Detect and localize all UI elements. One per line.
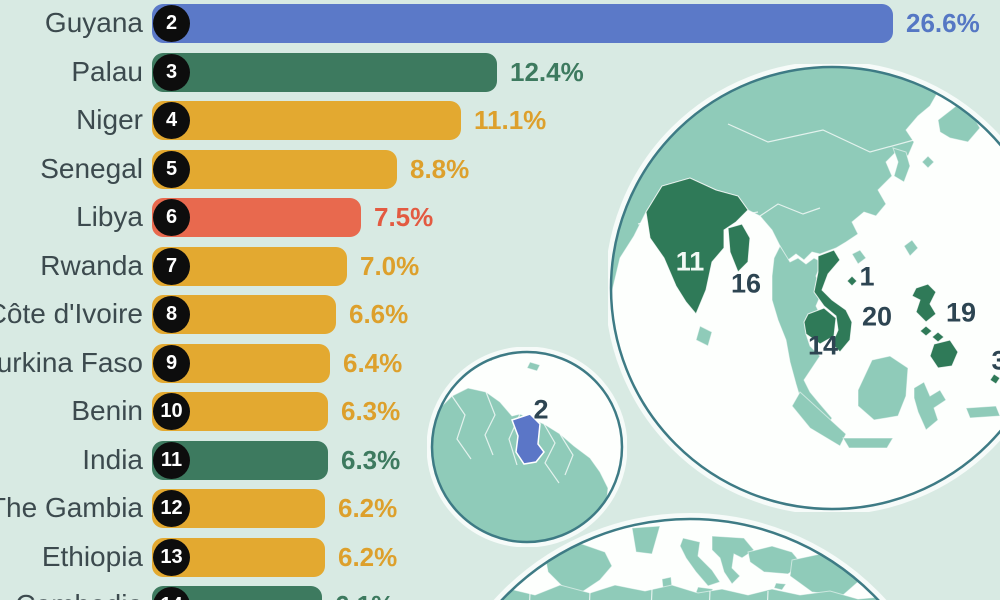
africa-europe-map-svg xyxy=(467,513,893,600)
philippines-mindanao xyxy=(929,339,959,369)
value-label: 6.2% xyxy=(338,542,398,572)
caribbean-island xyxy=(526,361,541,372)
rank-badge: 6 xyxy=(153,199,190,236)
country-label: Côte d'Ivoire xyxy=(0,298,143,329)
rank-badge: 2 xyxy=(153,5,190,42)
south-america-map-svg xyxy=(427,347,627,547)
rank-bar xyxy=(152,4,893,43)
rank-badge: 10 xyxy=(153,393,190,430)
country-border xyxy=(451,395,472,460)
india-highlight xyxy=(645,177,749,315)
asia-map-svg xyxy=(608,64,1000,512)
rank-badge: 12 xyxy=(153,490,190,527)
rank-badge: 14 xyxy=(153,587,190,600)
italy xyxy=(679,537,721,587)
vietnam-highlight xyxy=(813,249,853,353)
map-rank-number-south-america: 2 xyxy=(533,394,549,425)
map-inset-south-america xyxy=(427,347,627,547)
rank-bar xyxy=(152,101,461,140)
maluku-islands xyxy=(965,405,1000,419)
rank-badge: 7 xyxy=(153,248,190,285)
philippines-luzon xyxy=(911,283,937,323)
map-rank-number-asia: 3 xyxy=(991,345,1000,376)
country-label: Palau xyxy=(71,56,143,87)
japan-kyushu xyxy=(921,155,935,169)
value-label: 6.3% xyxy=(341,445,401,475)
map-rank-number-asia: 16 xyxy=(730,268,762,299)
circle-halo xyxy=(493,513,887,600)
map-rank-number-asia: 11 xyxy=(675,246,705,277)
country-label: Benin xyxy=(71,395,143,426)
circle-border xyxy=(430,350,624,544)
map-rank-number-asia: 20 xyxy=(861,301,893,332)
sulawesi-island xyxy=(913,381,947,431)
country-border xyxy=(484,391,496,456)
rank-badge: 8 xyxy=(153,296,190,333)
map-rank-number-asia: 14 xyxy=(807,330,839,361)
country-border xyxy=(543,423,560,484)
taiwan-island xyxy=(903,239,919,257)
country-label: Guyana xyxy=(44,7,143,38)
country-label: Burkina Faso xyxy=(0,347,143,378)
value-label: 6.3% xyxy=(341,396,401,426)
circle-border xyxy=(609,65,1000,511)
rank-badge: 4 xyxy=(153,102,190,139)
philippines-visayas xyxy=(919,325,933,337)
value-label: 26.6% xyxy=(906,8,980,38)
value-label: 12.4% xyxy=(510,57,584,87)
map-rank-number-asia: 19 xyxy=(945,297,977,328)
balkans-greece xyxy=(711,535,755,585)
country-label: The Gambia xyxy=(0,492,143,523)
country-border xyxy=(759,203,821,217)
value-label: 11.1% xyxy=(474,105,547,135)
country-label: Senegal xyxy=(40,153,143,184)
circle-halo xyxy=(427,347,627,547)
philippines-visayas xyxy=(931,331,945,343)
map-inset-africa-europe xyxy=(410,513,970,600)
rank-badge: 9 xyxy=(153,345,190,382)
north-africa xyxy=(467,584,893,600)
rank-badge: 11 xyxy=(153,442,190,479)
japan-hokkaido xyxy=(967,87,991,111)
map-inset-asia xyxy=(608,64,1000,512)
value-label: 8.8% xyxy=(410,154,470,184)
value-label: 6.4% xyxy=(343,348,403,378)
rank-badge: 13 xyxy=(153,539,190,576)
guyana-highlight xyxy=(511,413,545,465)
country-label: Libya xyxy=(76,201,143,232)
country-label: Ethiopia xyxy=(41,541,143,572)
korea-peninsula xyxy=(892,147,911,183)
country-label: Niger xyxy=(76,104,143,135)
map-rank-number-asia: 1 xyxy=(859,261,875,292)
rank-badge: 3 xyxy=(153,54,190,91)
rank-bar xyxy=(152,53,497,92)
country-border xyxy=(559,433,574,476)
france xyxy=(631,525,661,555)
rank-bar xyxy=(152,586,322,600)
country-border xyxy=(727,123,915,153)
hainan-island xyxy=(851,249,867,265)
value-label: 6.2% xyxy=(338,493,398,523)
cyprus xyxy=(773,582,787,591)
sri-lanka-island xyxy=(695,325,713,347)
value-label: 7.5% xyxy=(374,202,434,232)
macao-dot xyxy=(846,275,858,287)
country-label: Cambodia xyxy=(15,588,143,600)
circle-border xyxy=(500,517,880,600)
value-label: 7.0% xyxy=(360,251,420,281)
country-label: Rwanda xyxy=(40,250,143,281)
rank-badge: 5 xyxy=(153,151,190,188)
rank-bar xyxy=(152,150,397,189)
country-label: India xyxy=(82,444,143,475)
bangladesh-highlight xyxy=(727,223,751,273)
borneo-island xyxy=(857,355,909,421)
palau-dot xyxy=(989,373,1000,385)
value-label: 6.6% xyxy=(349,299,409,329)
sumatra-island xyxy=(791,391,847,447)
cambodia-highlight xyxy=(803,307,837,345)
value-label: 6.1% xyxy=(335,586,394,600)
java-island xyxy=(842,437,894,449)
